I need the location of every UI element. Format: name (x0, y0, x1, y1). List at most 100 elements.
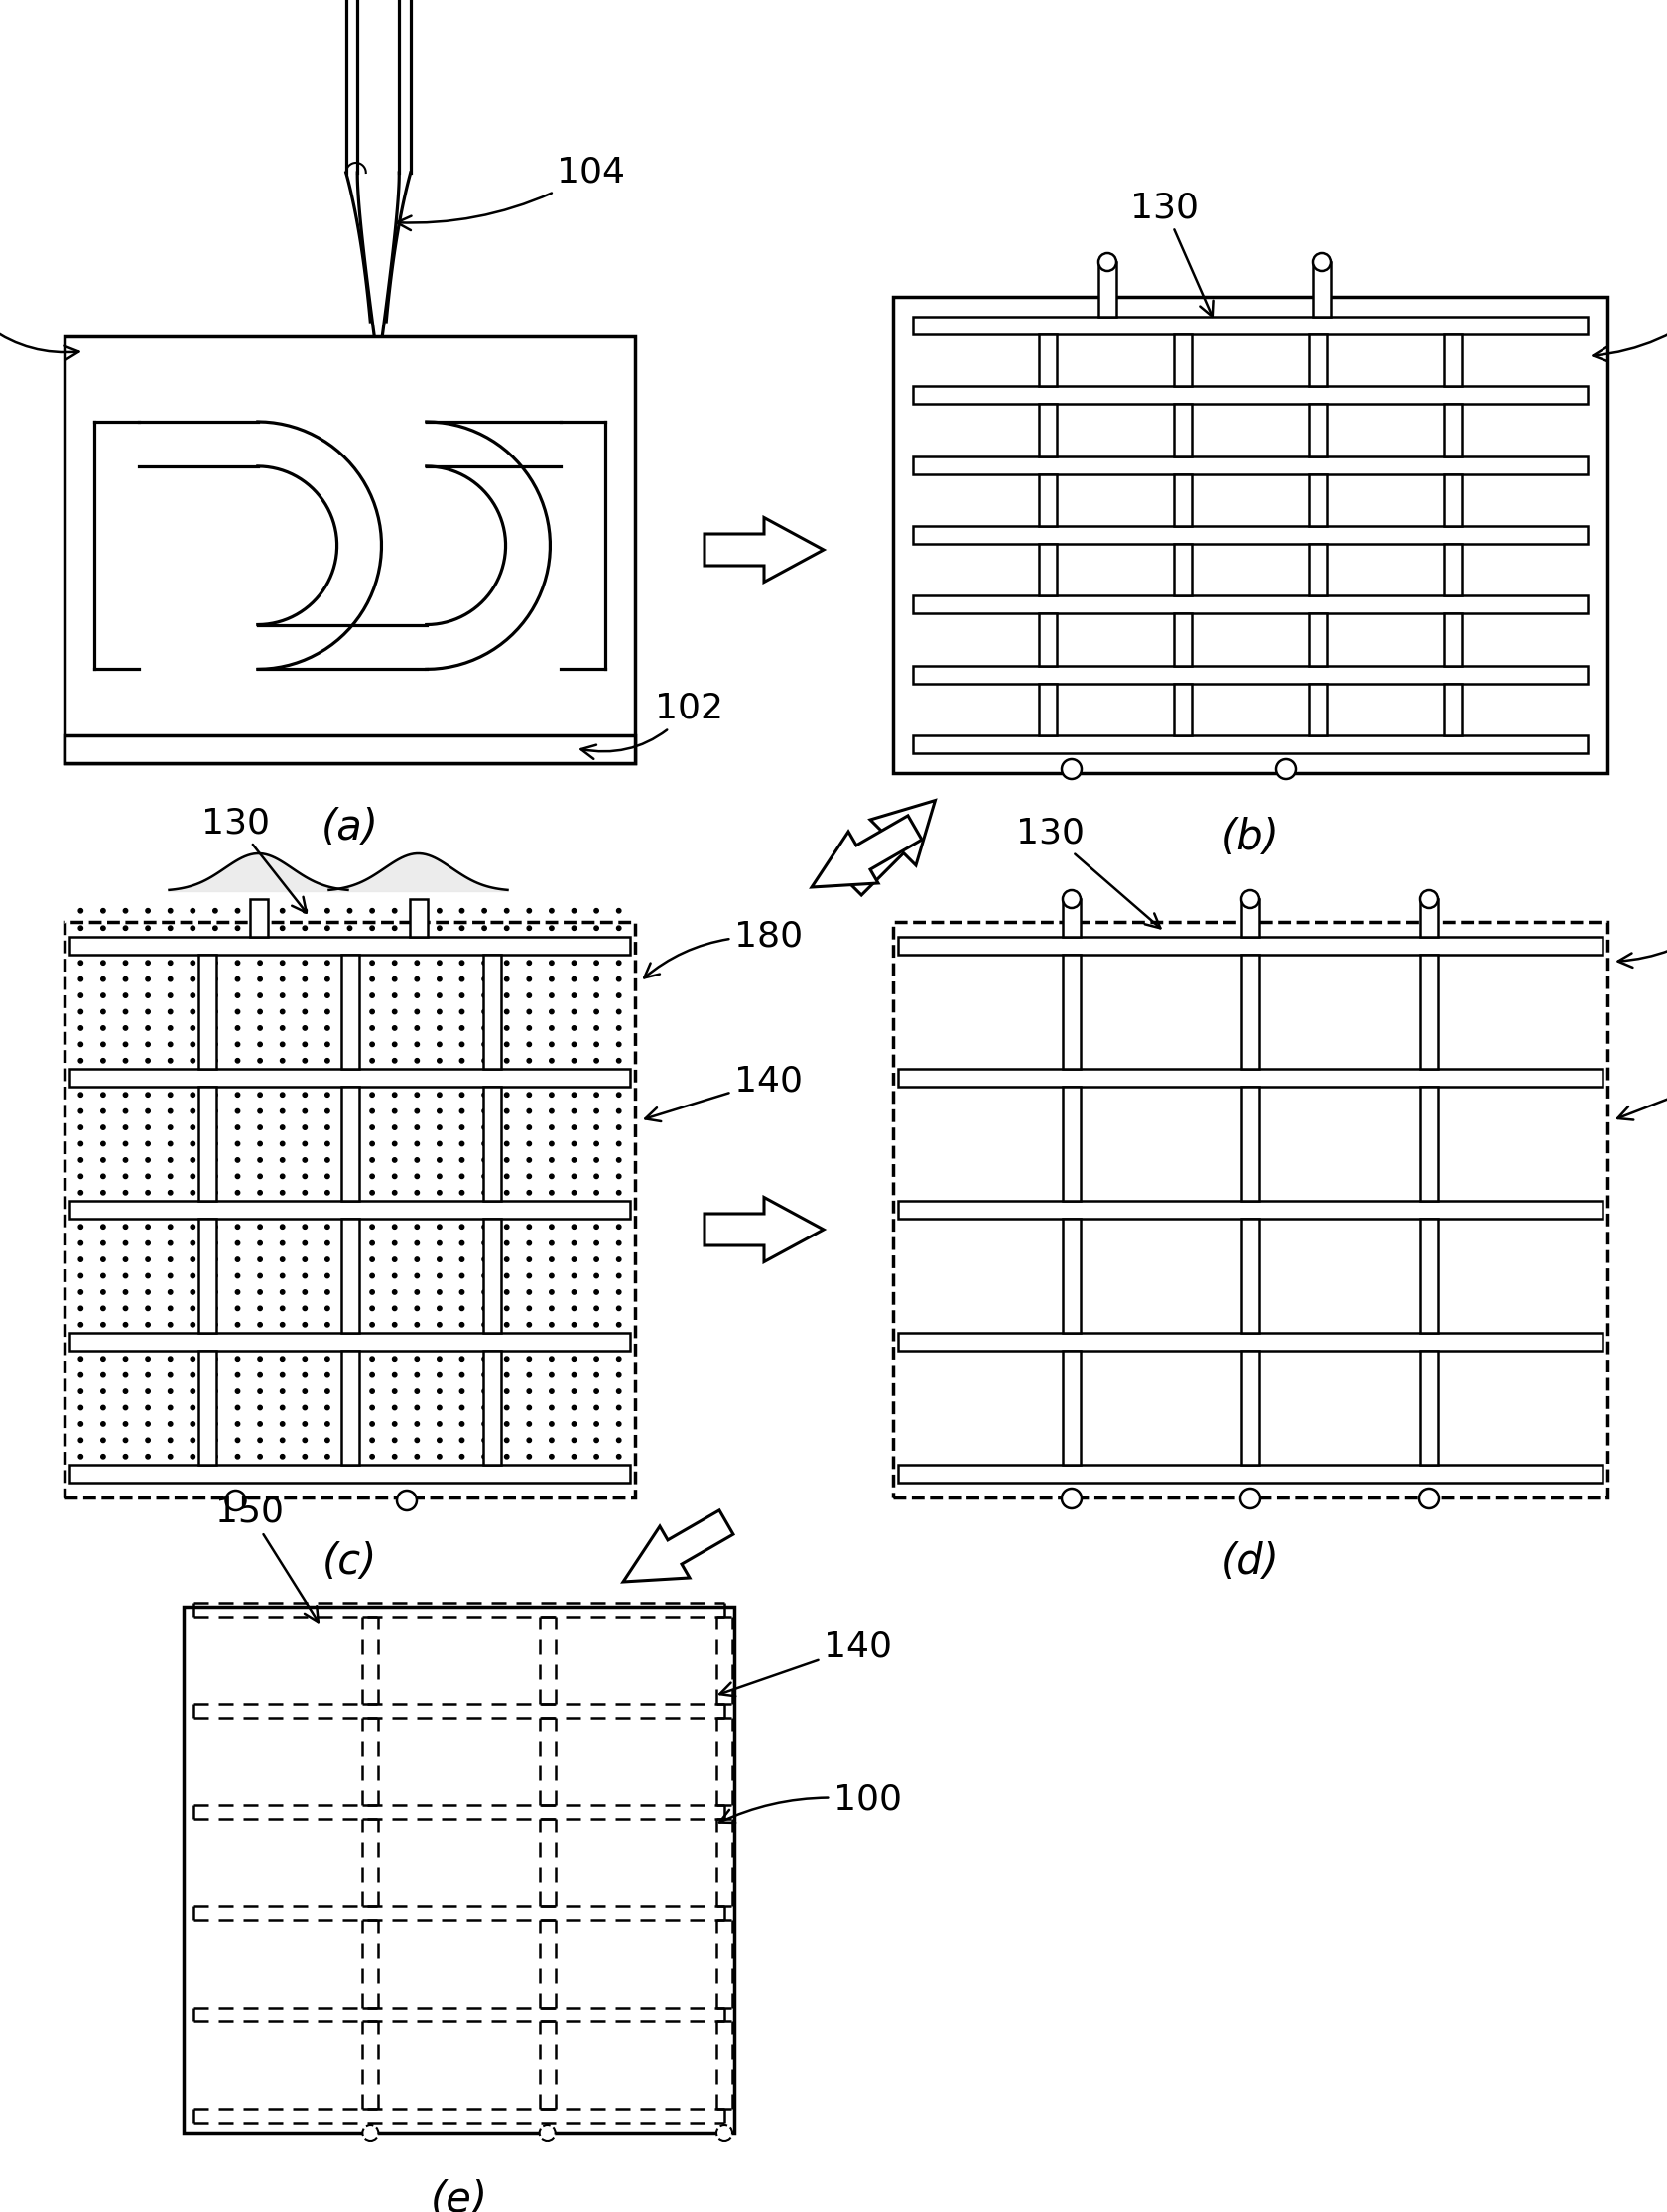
Circle shape (617, 1241, 622, 1245)
Bar (483, 1086, 502, 1201)
Circle shape (102, 1141, 105, 1146)
Circle shape (437, 1438, 442, 1442)
Circle shape (325, 1108, 330, 1113)
Circle shape (123, 1374, 128, 1378)
Circle shape (348, 1026, 352, 1031)
Circle shape (280, 1374, 285, 1378)
Circle shape (482, 1256, 487, 1261)
Circle shape (415, 1141, 418, 1146)
Circle shape (102, 1422, 105, 1427)
Circle shape (168, 1405, 173, 1409)
Circle shape (280, 1405, 285, 1409)
Circle shape (1419, 1489, 1439, 1509)
Circle shape (482, 1175, 487, 1179)
Circle shape (258, 1374, 262, 1378)
Circle shape (78, 1274, 83, 1279)
Circle shape (572, 1108, 577, 1113)
Circle shape (527, 1009, 532, 1013)
Circle shape (303, 1190, 307, 1194)
Circle shape (78, 993, 83, 998)
Circle shape (460, 1157, 463, 1161)
Circle shape (572, 1374, 577, 1378)
Circle shape (593, 1356, 598, 1360)
Circle shape (102, 1274, 105, 1279)
Bar (1039, 334, 1057, 387)
Circle shape (123, 1026, 128, 1031)
Circle shape (593, 1241, 598, 1245)
Circle shape (303, 993, 307, 998)
Circle shape (235, 1190, 240, 1194)
Circle shape (482, 978, 487, 982)
Circle shape (235, 1455, 240, 1458)
Circle shape (123, 960, 128, 964)
Bar (340, 956, 358, 1068)
Circle shape (348, 1241, 352, 1245)
Circle shape (348, 1274, 352, 1279)
Circle shape (168, 909, 173, 914)
Circle shape (258, 1323, 262, 1327)
Bar (1309, 613, 1327, 666)
Circle shape (392, 1060, 397, 1062)
Circle shape (258, 1026, 262, 1031)
Bar (899, 1464, 1602, 1482)
Circle shape (280, 1157, 285, 1161)
Circle shape (190, 1356, 195, 1360)
Circle shape (145, 1026, 150, 1031)
Circle shape (527, 1026, 532, 1031)
Circle shape (78, 1356, 83, 1360)
Circle shape (415, 1389, 418, 1394)
Circle shape (258, 1157, 262, 1161)
Circle shape (370, 1438, 375, 1442)
Circle shape (258, 1422, 262, 1427)
Circle shape (102, 927, 105, 931)
Circle shape (123, 1141, 128, 1146)
Circle shape (505, 1108, 508, 1113)
Circle shape (415, 1438, 418, 1442)
Circle shape (303, 1108, 307, 1113)
Circle shape (460, 1422, 463, 1427)
Circle shape (168, 1274, 173, 1279)
Circle shape (392, 1323, 397, 1327)
Circle shape (505, 1455, 508, 1458)
Bar (899, 1334, 1602, 1352)
Circle shape (280, 1256, 285, 1261)
Circle shape (370, 960, 375, 964)
Circle shape (437, 1009, 442, 1013)
Circle shape (102, 1108, 105, 1113)
Circle shape (348, 1356, 352, 1360)
Circle shape (437, 978, 442, 982)
Circle shape (102, 1455, 105, 1458)
Circle shape (190, 1256, 195, 1261)
Circle shape (392, 1042, 397, 1046)
Circle shape (325, 1274, 330, 1279)
Bar (899, 1068, 1602, 1086)
Circle shape (527, 1042, 532, 1046)
Circle shape (437, 1256, 442, 1261)
Circle shape (460, 1126, 463, 1130)
Circle shape (235, 978, 240, 982)
Circle shape (527, 909, 532, 914)
Bar (914, 666, 1587, 684)
Circle shape (370, 909, 375, 914)
Circle shape (78, 1009, 83, 1013)
Circle shape (213, 1042, 217, 1046)
Circle shape (325, 1356, 330, 1360)
Circle shape (617, 1126, 622, 1130)
Circle shape (78, 1305, 83, 1310)
Circle shape (190, 1290, 195, 1294)
Bar (198, 1086, 217, 1201)
Circle shape (325, 1455, 330, 1458)
Circle shape (572, 1190, 577, 1194)
Circle shape (505, 1305, 508, 1310)
Circle shape (437, 1323, 442, 1327)
Circle shape (78, 1060, 83, 1062)
Circle shape (505, 1042, 508, 1046)
Circle shape (123, 1042, 128, 1046)
Bar (1242, 956, 1259, 1068)
Circle shape (235, 960, 240, 964)
Circle shape (168, 1157, 173, 1161)
Circle shape (527, 1126, 532, 1130)
Circle shape (348, 960, 352, 964)
Text: 104: 104 (397, 155, 625, 230)
Circle shape (392, 1405, 397, 1409)
